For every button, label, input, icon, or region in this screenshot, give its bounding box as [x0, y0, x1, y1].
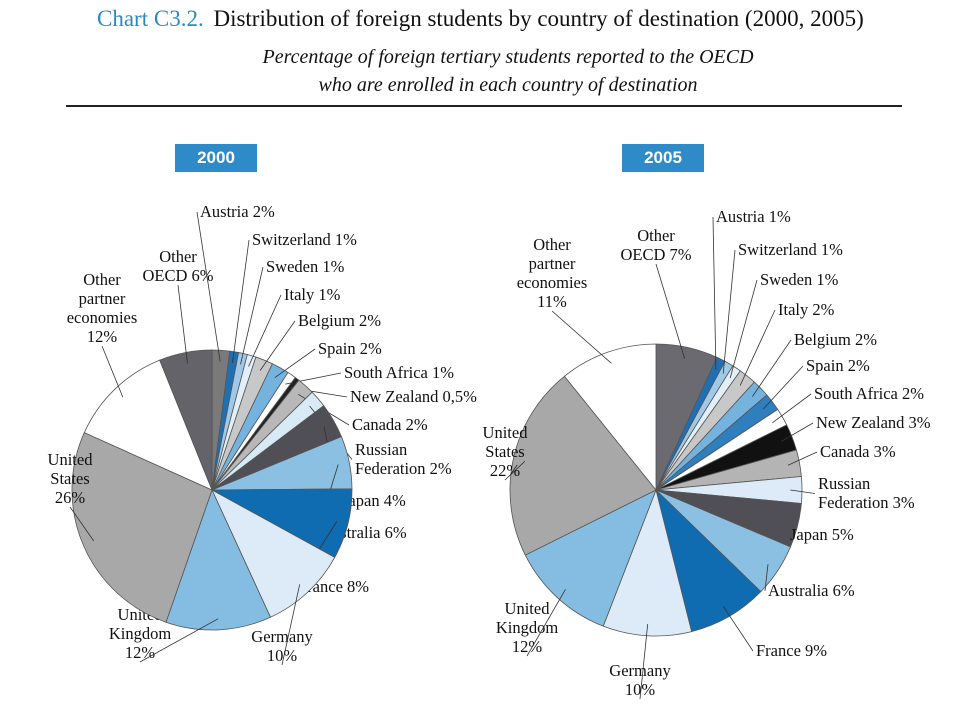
- leader-line-sweden: [240, 266, 264, 365]
- slice-label-germany: Germany 10%: [609, 661, 671, 699]
- slice-label-canada: Canada 3%: [820, 442, 896, 461]
- slice-label-austria: Austria 1%: [716, 207, 791, 226]
- leader-line-italy: [248, 294, 282, 367]
- slice-label-other-partner-economies: Other partner economies 12%: [67, 270, 138, 346]
- chart-number: Chart C3.2.: [97, 6, 204, 31]
- leader-line-germany: [639, 624, 649, 700]
- slice-label-france: France 9%: [756, 641, 827, 660]
- slice-label-other-oecd: Other OECD 7%: [620, 226, 691, 264]
- slice-label-sweden: Sweden 1%: [266, 257, 345, 276]
- pie-slice-other-partner-economies: [83, 359, 213, 491]
- leader-line-other-partner-economies: [551, 310, 612, 364]
- leader-line-austria: [712, 216, 717, 370]
- slice-label-japan: Japan 5%: [790, 525, 854, 544]
- pie-2005-title-badge: 2005: [622, 144, 704, 172]
- pie-slice-germany: [602, 488, 693, 637]
- leader-line-spain: [762, 365, 804, 410]
- slice-label-belgium: Belgium 2%: [298, 311, 381, 330]
- pie-slice-germany: [211, 489, 336, 618]
- pie-slice-united-states: [71, 432, 213, 623]
- slice-label-canada: Canada 2%: [352, 415, 428, 434]
- slice-label-south-africa: South Africa 1%: [344, 363, 454, 382]
- pie-slice-united-states: [509, 375, 657, 556]
- slice-label-spain: Spain 2%: [318, 339, 382, 358]
- pie-slice-other-oecd: [159, 349, 213, 491]
- leader-line-switzerland: [232, 239, 250, 363]
- slice-label-united-kingdom: United Kingdom 12%: [496, 599, 559, 656]
- pie-2000-title-badge: 2000: [175, 144, 257, 172]
- slice-label-spain: Spain 2%: [806, 356, 870, 375]
- slice-label-new-zealand: New Zealand 3%: [816, 413, 931, 432]
- leader-line-canada: [787, 451, 818, 466]
- slice-label-other-oecd: Other OECD 6%: [142, 247, 213, 285]
- slice-label-belgium: Belgium 2%: [794, 330, 877, 349]
- leader-line-sweden: [729, 279, 758, 379]
- leader-line-australia: [764, 564, 769, 592]
- pie-slice-united-kingdom: [165, 488, 271, 631]
- leader-line-united-kingdom: [526, 589, 566, 657]
- leader-line-germany: [281, 584, 301, 666]
- slice-label-russian-federation: Russian Federation 2%: [355, 440, 452, 478]
- slice-label-other-partner-economies: Other partner economies 11%: [517, 235, 588, 311]
- slice-label-united-states: United States 22%: [483, 423, 529, 480]
- leader-line-belgium: [259, 320, 296, 371]
- leader-line-other-oecd: [655, 263, 686, 359]
- pie-slice-other-partner-economies: [563, 343, 657, 492]
- chart-title-row: Chart C3.2. Distribution of foreign stud…: [97, 6, 864, 32]
- leader-line-spain: [274, 348, 316, 378]
- chart-subtitle-line1: Percentage of foreign tertiary students …: [262, 46, 754, 68]
- chart-subtitle-line2: who are enrolled in each country of dest…: [318, 74, 698, 96]
- slice-label-japan: Japan 4%: [342, 491, 406, 510]
- pie-2000: Austria 2% Switzerland 1% Sweden 1% Italy 1…: [48, 202, 477, 666]
- pie-slice-france: [655, 488, 762, 633]
- pie-2005: Other OECD 7% Austria 1% Switzerland 1% Swed…: [483, 207, 931, 700]
- slice-label-germany: Germany 10%: [251, 627, 313, 665]
- leader-line-new-zealand: [780, 422, 814, 442]
- slice-label-italy: Italy 1%: [284, 285, 341, 304]
- slice-label-austria: Austria 2%: [200, 202, 275, 221]
- slice-label-new-zealand: New Zealand 0,5%: [350, 387, 477, 406]
- chart-title: Distribution of foreign students by coun…: [213, 6, 864, 31]
- leader-line-france: [722, 606, 754, 652]
- leader-line-united-kingdom: [139, 618, 219, 663]
- pie-slice-united-kingdom: [524, 489, 657, 627]
- leader-line-russian-federation: [790, 489, 816, 494]
- leader-line-belgium: [752, 339, 792, 397]
- title-divider: [66, 105, 902, 107]
- slice-label-sweden: Sweden 1%: [760, 270, 839, 289]
- slice-label-south-africa: South Africa 2%: [814, 384, 924, 403]
- slice-label-italy: Italy 2%: [778, 300, 835, 319]
- slice-label-russian-federation: Russian Federation 3%: [818, 474, 915, 512]
- leader-line-united-states: [504, 461, 526, 481]
- leader-line-south-africa: [772, 393, 812, 424]
- leader-line-other-partner-economies: [101, 345, 124, 398]
- leader-line-austria: [196, 211, 221, 362]
- slice-label-united-states: United States 26%: [48, 450, 94, 507]
- slice-label-switzerland: Switzerland 1%: [252, 230, 357, 249]
- leader-line-united-states: [69, 506, 95, 542]
- leader-line-other-oecd: [177, 284, 188, 364]
- slice-label-australia: Australia 6%: [768, 581, 855, 600]
- leader-line-switzerland: [722, 249, 736, 374]
- leader-line-italy: [739, 309, 776, 386]
- slice-label-switzerland: Switzerland 1%: [738, 240, 843, 259]
